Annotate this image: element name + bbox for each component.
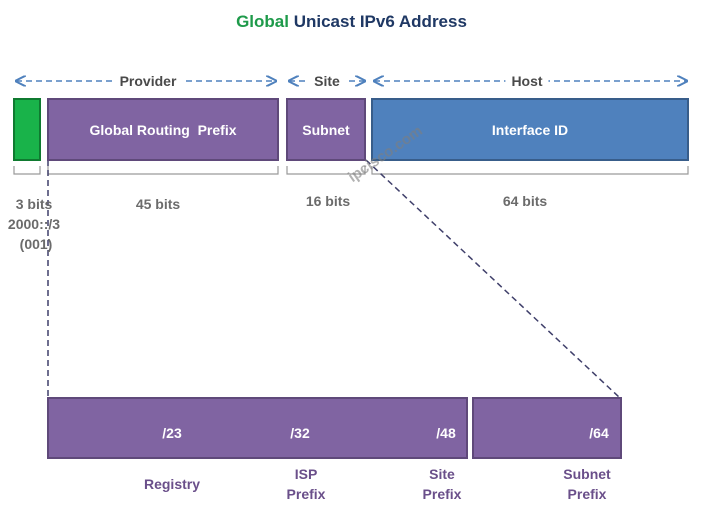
caption-subnet: Subnet Prefix (563, 464, 610, 504)
brace-subnet (286, 166, 366, 175)
caption-isp: ISP Prefix (287, 464, 326, 504)
brace-routing (47, 166, 279, 175)
expansion-line-right (365, 159, 621, 399)
caption-site-line1: Site (429, 466, 455, 482)
caption-isp-line2: Prefix (286, 486, 326, 502)
caption-site-line2: Prefix (422, 486, 462, 502)
diagram-title: Global Unicast IPv6 Address (0, 12, 703, 32)
host-label: Host (505, 73, 549, 89)
subnet-bits: 16 bits (305, 193, 351, 209)
fixed-bits: 3 bits (15, 196, 53, 212)
global-routing-prefix-box: Global Routing Prefix (47, 98, 279, 161)
caption-isp-line1: ISP (294, 466, 318, 482)
global-routing-prefix-label: Global Routing Prefix (89, 121, 237, 138)
subnet-label: Subnet (302, 121, 350, 138)
interface-id-box: Interface ID (371, 98, 689, 161)
interface-bits: 64 bits (502, 193, 548, 209)
subnet-detail-box (472, 397, 622, 459)
site-label: Site (308, 73, 346, 89)
caption-subnet-line2: Prefix (567, 486, 607, 502)
brace-interface (371, 166, 689, 175)
caption-registry: Registry (143, 476, 201, 492)
provider-detail-box (47, 397, 468, 459)
caption-subnet-line1: Subnet (563, 466, 611, 482)
title-rest: Unicast IPv6 Address (293, 12, 467, 31)
caption-site: Site Prefix (423, 464, 462, 504)
fixed-prefix-value: 2000::/3 (7, 216, 61, 232)
marker-64: /64 (589, 425, 609, 441)
brace-fixed (13, 166, 41, 175)
marker-32: /32 (290, 425, 310, 441)
marker-48: /48 (436, 425, 456, 441)
provider-label: Provider (113, 73, 183, 89)
interface-id-label: Interface ID (491, 121, 569, 138)
fixed-prefix-box (13, 98, 41, 161)
fixed-prefix-binary: (001) (19, 236, 53, 252)
title-accent: Global (236, 12, 289, 31)
marker-23: /23 (162, 425, 182, 441)
subnet-box: Subnet (286, 98, 366, 161)
routing-bits: 45 bits (135, 196, 181, 212)
